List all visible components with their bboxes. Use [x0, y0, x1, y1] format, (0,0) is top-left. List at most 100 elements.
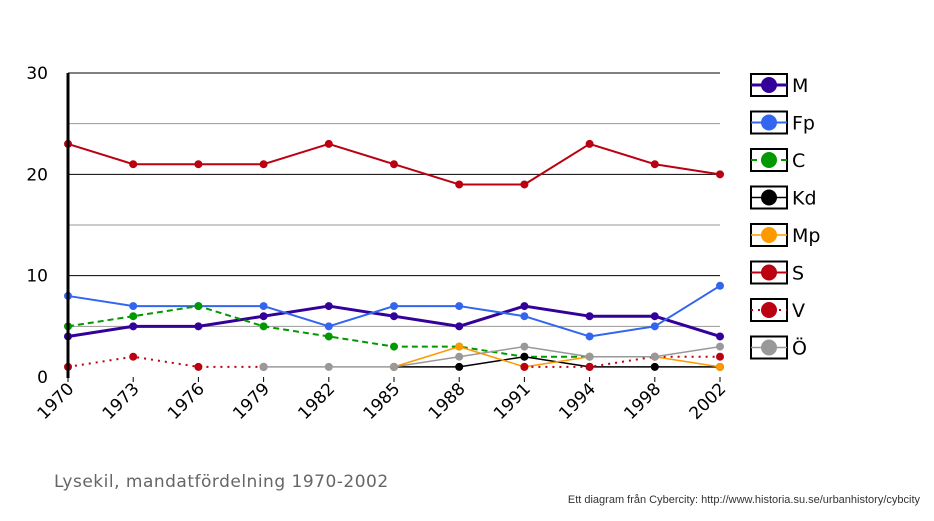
data-point-c	[324, 332, 333, 341]
y-tick-label: 0	[37, 368, 48, 388]
data-point-s	[390, 160, 398, 169]
data-point-mp	[716, 362, 724, 371]
series-layer	[64, 139, 724, 371]
data-point-fp	[259, 302, 268, 311]
series-o	[259, 342, 724, 371]
legend-label: C	[792, 150, 805, 172]
data-point-m	[324, 302, 333, 311]
x-tick-label: 1979	[229, 379, 274, 424]
legend-swatch-marker	[761, 227, 777, 243]
data-point-v	[520, 362, 529, 371]
data-point-m	[716, 332, 724, 341]
grid	[68, 72, 720, 327]
series-line-o	[263, 345, 721, 368]
legend-label: V	[792, 300, 805, 322]
series-line-v	[67, 355, 264, 368]
legend-label: Fp	[792, 113, 815, 135]
series-line-c	[67, 305, 590, 358]
y-tick-label: 30	[26, 64, 48, 84]
series-line-v	[524, 355, 720, 368]
data-point-c	[259, 322, 268, 331]
legend-swatch-marker	[761, 189, 777, 206]
data-point-fp	[585, 332, 594, 341]
data-point-s	[520, 180, 529, 189]
series-c	[64, 302, 594, 361]
data-point-c	[390, 342, 398, 351]
legend-item-s: S	[750, 260, 804, 285]
data-point-fp	[650, 322, 659, 331]
x-tick-label: 1976	[164, 379, 209, 424]
data-point-o	[716, 342, 724, 351]
legend-swatch-marker	[761, 339, 777, 356]
legend-swatch-marker	[761, 264, 777, 281]
x-tick-label: 1998	[620, 379, 665, 424]
data-point-v	[194, 362, 203, 371]
data-point-c	[129, 312, 138, 321]
data-point-kd	[520, 352, 529, 361]
legend-swatch-marker	[761, 77, 777, 93]
legend-swatch-marker	[761, 302, 777, 318]
data-point-m	[259, 312, 268, 321]
data-point-m	[129, 322, 138, 331]
series-line-fp	[67, 284, 721, 338]
data-point-kd	[455, 362, 464, 371]
legend-label: Kd	[792, 188, 817, 210]
series-m	[64, 302, 724, 341]
data-point-s	[650, 160, 659, 169]
data-point-v	[716, 352, 724, 361]
data-point-o	[259, 362, 268, 371]
y-tick-label: 10	[26, 267, 48, 287]
legend-label: S	[792, 263, 804, 285]
data-point-fp	[324, 322, 333, 331]
data-point-s	[455, 180, 464, 189]
chart-credit: Ett diagram från Cybercity: http://www.h…	[567, 494, 920, 506]
data-point-m	[650, 312, 659, 321]
chart-title: Lysekil, mandatfördelning 1970-2002	[54, 472, 389, 492]
data-point-o	[650, 352, 659, 361]
data-point-o	[455, 352, 464, 361]
data-point-kd	[650, 362, 659, 371]
legend-label: M	[792, 75, 808, 97]
legend-item-c: C	[750, 148, 805, 172]
data-point-fp	[520, 312, 529, 321]
data-point-m	[390, 312, 398, 321]
legend-item-m: M	[750, 73, 808, 97]
data-point-s	[585, 139, 594, 148]
data-point-mp	[455, 342, 464, 351]
x-tick-label: 1985	[360, 379, 405, 424]
legend: M Fp C Kd Mp SVÖ	[750, 73, 820, 360]
data-point-fp	[390, 302, 398, 311]
x-tick-label: 1991	[490, 379, 535, 424]
legend-item-kd: Kd	[750, 185, 817, 210]
legend-label: Mp	[792, 225, 820, 247]
data-point-s	[129, 160, 138, 169]
data-point-s	[716, 170, 724, 179]
data-point-m	[455, 322, 464, 331]
series-fp	[64, 281, 724, 341]
data-point-fp	[716, 281, 724, 290]
legend-item-fp: Fp	[750, 110, 815, 135]
x-axis-ticks: 1970 1973 1976 1979 1982 1985 1988 1991 1994 1998…	[34, 377, 730, 424]
y-axis-ticks: 0 10 20 30	[26, 64, 48, 388]
legend-item-o: Ö	[750, 335, 807, 360]
data-point-m	[520, 302, 529, 311]
data-point-m	[194, 322, 203, 331]
legend-swatch-marker	[761, 152, 777, 168]
y-tick-label: 20	[26, 165, 48, 185]
data-point-fp	[455, 302, 464, 311]
data-point-o	[520, 342, 529, 351]
data-point-m	[585, 312, 594, 321]
data-point-v	[129, 352, 138, 361]
legend-swatch-marker	[761, 114, 777, 131]
data-point-fp	[129, 302, 138, 311]
data-point-o	[585, 352, 594, 361]
series-s	[64, 139, 724, 189]
legend-item-v: V	[750, 298, 805, 322]
data-point-s	[259, 160, 268, 169]
data-point-s	[194, 160, 203, 169]
series-line-mp	[393, 345, 721, 368]
data-point-v	[585, 362, 594, 371]
legend-label: Ö	[792, 337, 807, 360]
data-point-s	[324, 139, 333, 148]
